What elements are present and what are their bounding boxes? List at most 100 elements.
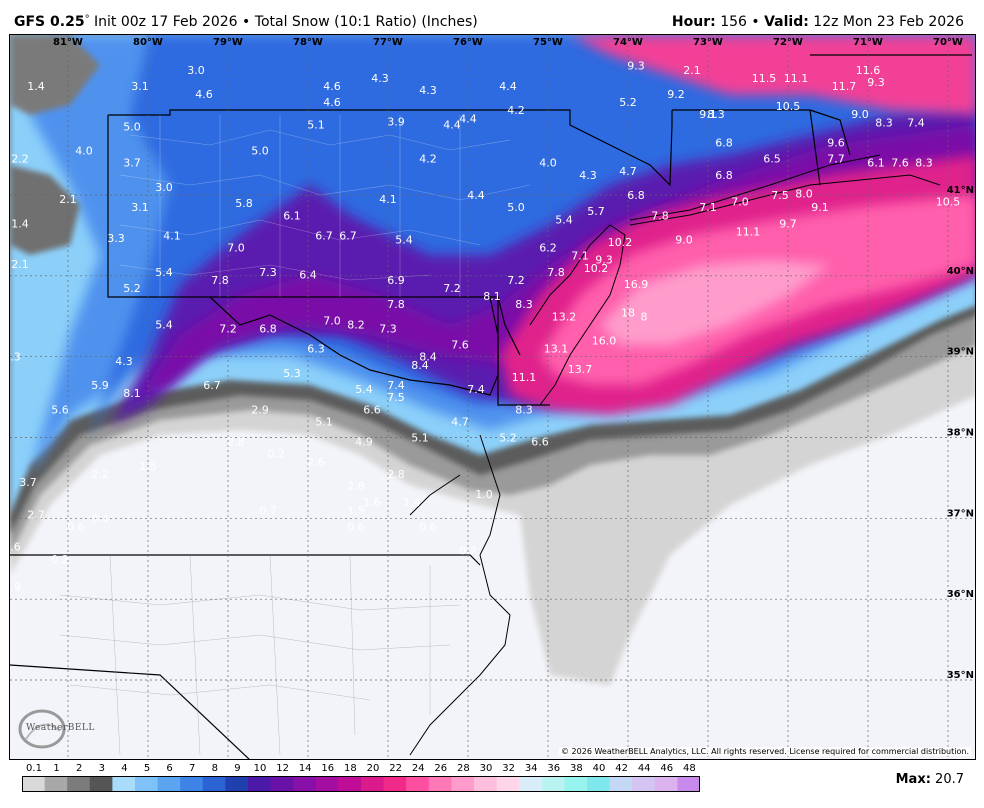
colorbar-label: 22 <box>389 763 402 774</box>
snow-value-label: 0.2 <box>51 553 69 566</box>
snow-value-label: 5.4 <box>155 318 173 331</box>
colorbar-label: 2 <box>76 763 83 774</box>
colorbar-swatch <box>202 776 226 792</box>
snow-value-label: 13.1 <box>544 343 569 356</box>
snow-value-label: 7.3 <box>259 266 277 279</box>
init-time: Init 00z 17 Feb 2026 <box>94 14 238 30</box>
snow-value-label: 7.2 <box>219 322 237 335</box>
latitude-ticks: 41°N 40°N 39°N 38°N 37°N 36°N 35°N <box>947 185 974 681</box>
copyright-notice: © 2026 WeatherBELL Analytics, LLC. All r… <box>559 747 971 756</box>
snow-value-label: 8.2 <box>347 318 365 331</box>
max-value: 20.7 <box>935 772 964 787</box>
snow-value-label: 2.1 <box>11 258 29 271</box>
snow-value-label: 6.5 <box>763 153 781 166</box>
snow-value-label: 0.6 <box>67 520 85 533</box>
colorbar-swatch <box>654 776 678 792</box>
colorbar-label: 0.1 <box>26 763 42 774</box>
latitude-tick-label: 37°N <box>947 508 974 519</box>
snow-value-label: 5.4 <box>395 234 413 247</box>
snow-value-label: 8.3 <box>515 403 533 416</box>
colorbar-label: 34 <box>524 763 538 774</box>
latitude-tick-label: 39°N <box>947 347 974 358</box>
snow-value-label: 5.1 <box>411 432 429 445</box>
hour-value: 156 <box>720 14 747 30</box>
snow-value-label: 7.8 <box>651 209 669 222</box>
valid-value: 12z Mon 23 Feb 2026 <box>813 14 964 30</box>
longitude-tick-label: 75°W <box>533 37 563 48</box>
snow-value-label: 5.0 <box>507 201 525 214</box>
colorbar-swatch <box>541 776 565 792</box>
colorbar-swatch <box>89 776 113 792</box>
model-name: GFS 0.25 <box>14 14 85 30</box>
snow-value-label: 7.5 <box>387 391 405 404</box>
snow-value-label: 18 <box>621 306 635 319</box>
latitude-tick-label: 41°N <box>947 185 974 196</box>
snow-value-label: 5.9 <box>91 379 109 392</box>
snow-value-label: 8.3 <box>515 298 533 311</box>
header-bar: GFS 0.25° Init 00z 17 Feb 2026 • Total S… <box>0 0 984 34</box>
snow-value-label: 10.5 <box>936 196 961 209</box>
logo-swirl-icon <box>18 709 66 749</box>
snow-value-label: 7.6 <box>451 339 469 352</box>
snow-value-label: 11.5 <box>752 72 777 85</box>
snow-value-label: 7.0 <box>731 196 749 209</box>
snow-value-label: 4.3 <box>579 169 597 182</box>
snow-value-label: 0.7 <box>259 504 277 517</box>
snow-value-label: 5.4 <box>155 266 173 279</box>
longitude-tick-label: 70°W <box>933 37 963 48</box>
colorbar-swatch <box>406 776 430 792</box>
snow-value-label: 3.3 <box>107 232 125 245</box>
hour-label: Hour: <box>671 14 716 30</box>
colorbar-label: 3 <box>98 763 105 774</box>
colorbar-label: 6 <box>166 763 173 774</box>
weatherbell-logo: WeatherBELL <box>16 709 94 751</box>
colorbar-swatch <box>22 776 46 792</box>
longitude-tick-label: 71°W <box>853 37 883 48</box>
snow-value-label: 4.2 <box>419 153 437 166</box>
longitude-tick-label: 74°W <box>613 37 643 48</box>
snow-value-label: 1.4 <box>403 496 421 509</box>
colorbar-swatch <box>67 776 91 792</box>
colorbar-swatch <box>315 776 339 792</box>
snow-value-label: 1.4 <box>27 80 45 93</box>
bullet-1: • <box>242 14 251 30</box>
colorbar-label: 14 <box>298 763 312 774</box>
snow-light-pink <box>600 260 830 345</box>
snow-value-label: 4.6 <box>323 80 341 93</box>
snow-value-label: 6.1 <box>283 209 301 222</box>
snow-value-label: 11.6 <box>856 64 881 77</box>
colorbar-swatch <box>248 776 272 792</box>
colorbar-label: 10 <box>253 763 267 774</box>
snow-value-label: 6.3 <box>307 343 325 356</box>
max-readout: Max: 20.7 <box>896 772 964 787</box>
snowfall-map: 81°W 80°W 79°W 78°W 77°W 76°W 75°W 74°W 73°W 72°W… <box>9 34 976 760</box>
snow-value-label: 11.7 <box>832 80 857 93</box>
snow-value-label: 6.2 <box>539 242 557 255</box>
snow-value-label: 13.2 <box>552 310 577 323</box>
snow-value-label: 2.8 <box>227 436 245 449</box>
logo-text: WeatherBELL <box>26 723 95 733</box>
colorbar-swatch <box>361 776 385 792</box>
colorbar-swatch <box>496 776 520 792</box>
snow-value-label: 6.4 <box>299 268 317 281</box>
snow-value-label: 4.1 <box>379 193 397 206</box>
snow-value-label: 6.7 <box>339 229 357 242</box>
graticule <box>10 35 975 759</box>
colorbar-label: 16 <box>321 763 335 774</box>
bullet-2: • <box>751 14 760 30</box>
snow-value-label: 5.1 <box>315 415 333 428</box>
snow-value-label: 0.2 <box>267 448 285 461</box>
snow-value-label: 7.0 <box>227 242 245 255</box>
snow-value-label: 4.4 <box>459 112 477 125</box>
snow-value-label: 7.2 <box>443 282 461 295</box>
longitude-tick-label: 79°W <box>213 37 243 48</box>
snow-value-label: 2.8 <box>347 480 365 493</box>
longitude-ticks: 81°W 80°W 79°W 78°W 77°W 76°W 75°W 74°W 73°W 72°W… <box>53 37 963 48</box>
county-lines-south <box>59 554 461 756</box>
colorbar-label: 42 <box>615 763 628 774</box>
colorbar-frame <box>22 776 700 792</box>
snow-value-label: 6.8 <box>259 322 277 335</box>
snow-value-label: 8.4 <box>419 351 437 364</box>
colorbar-label: 8 <box>211 763 218 774</box>
snow-value-label: 0.9 <box>10 581 21 594</box>
